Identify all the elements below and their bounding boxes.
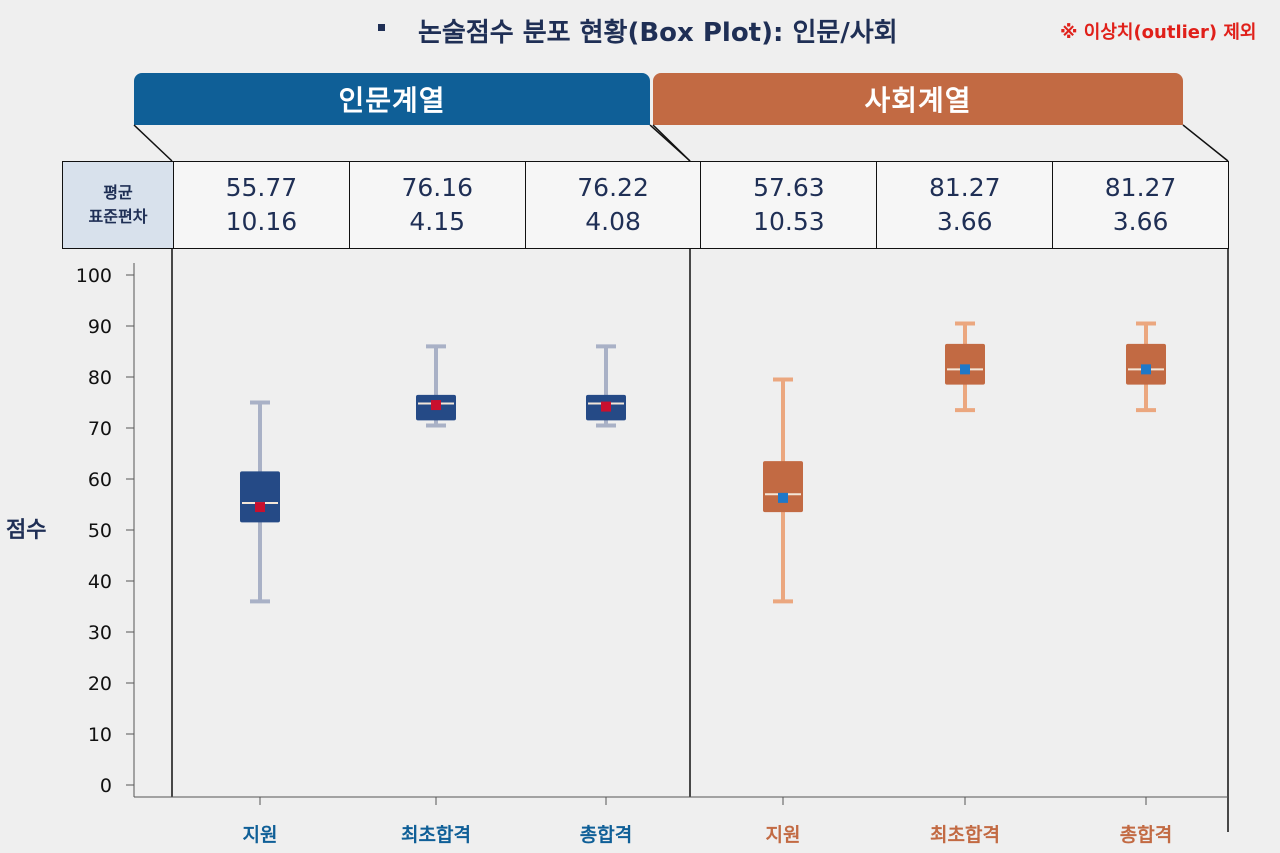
mean-marker [255,502,265,513]
y-tick-label: 30 [88,622,112,644]
stats-cell: 81.27 3.66 [877,162,1054,248]
group-banner-humanities: 인문계열 [134,73,650,125]
x-category-label: 총합격 [1119,824,1173,846]
mean-value: 57.63 [753,173,825,202]
sd-value: 4.08 [585,207,641,236]
sd-value: 4.15 [409,207,466,236]
mean-marker [778,492,788,503]
connector-line [1182,124,1229,162]
y-tick-label: 80 [88,367,112,389]
sd-row-label: 표준편차 [88,207,148,226]
y-tick-label: 100 [76,265,112,287]
box-iqr [763,461,803,513]
mean-value: 76.16 [401,173,474,202]
y-tick-label: 70 [88,418,112,440]
stats-cell: 76.16 4.15 [350,162,526,248]
stats-cell: 57.63 10.53 [701,162,878,248]
mean-value: 81.27 [928,173,1001,202]
x-category-label: 총합격 [579,824,633,846]
mean-marker [1141,364,1151,375]
connector-line [133,124,173,162]
outlier-note: ※ 이상치(outlier) 제외 [1060,22,1257,43]
y-tick-label: 40 [88,571,112,593]
x-category-label: 지원 [765,824,801,846]
group-banner-social: 사회계열 [653,73,1183,125]
mean-row-label: 평균 [103,183,133,202]
stats-cell: 76.22 4.08 [526,162,702,248]
x-category-label: 최초합격 [930,824,1000,846]
title-bullet-icon [378,24,385,31]
y-tick-label: 0 [100,775,112,797]
sd-value: 10.16 [225,207,298,236]
x-category-label: 최초합격 [401,824,471,846]
mean-value: 81.27 [1104,173,1177,202]
y-tick-label: 60 [88,469,112,491]
sd-value: 3.66 [936,207,993,236]
box-iqr [945,343,985,385]
box-iqr [1126,343,1166,385]
y-tick-label: 10 [88,724,112,746]
mean-marker [601,401,611,412]
mean-marker [960,364,970,375]
y-tick-label: 50 [88,520,112,542]
y-axis-title: 점수 [6,518,47,543]
stats-table: 평균 표준편차 55.77 10.16 76.16 4.15 76.22 4.0… [62,161,1229,249]
y-tick-label: 20 [88,673,112,695]
stats-row-header: 평균 표준편차 [63,162,174,248]
mean-value: 55.77 [225,173,298,202]
mean-value: 76.22 [577,173,649,202]
chart-title: 논술점수 분포 현황(Box Plot): 인문/사회 [418,18,898,48]
stats-cell: 81.27 3.66 [1053,162,1228,248]
x-category-label: 지원 [242,824,278,846]
connector-line [652,124,691,162]
title-row: 논술점수 분포 현황(Box Plot): 인문/사회 ※ 이상치(outlie… [0,12,1280,52]
box-iqr [240,471,280,523]
sd-value: 3.66 [1112,207,1169,236]
stats-cell: 55.77 10.16 [174,162,350,248]
mean-marker [431,400,441,411]
y-tick-label: 90 [88,316,112,338]
sd-value: 10.53 [753,207,825,236]
